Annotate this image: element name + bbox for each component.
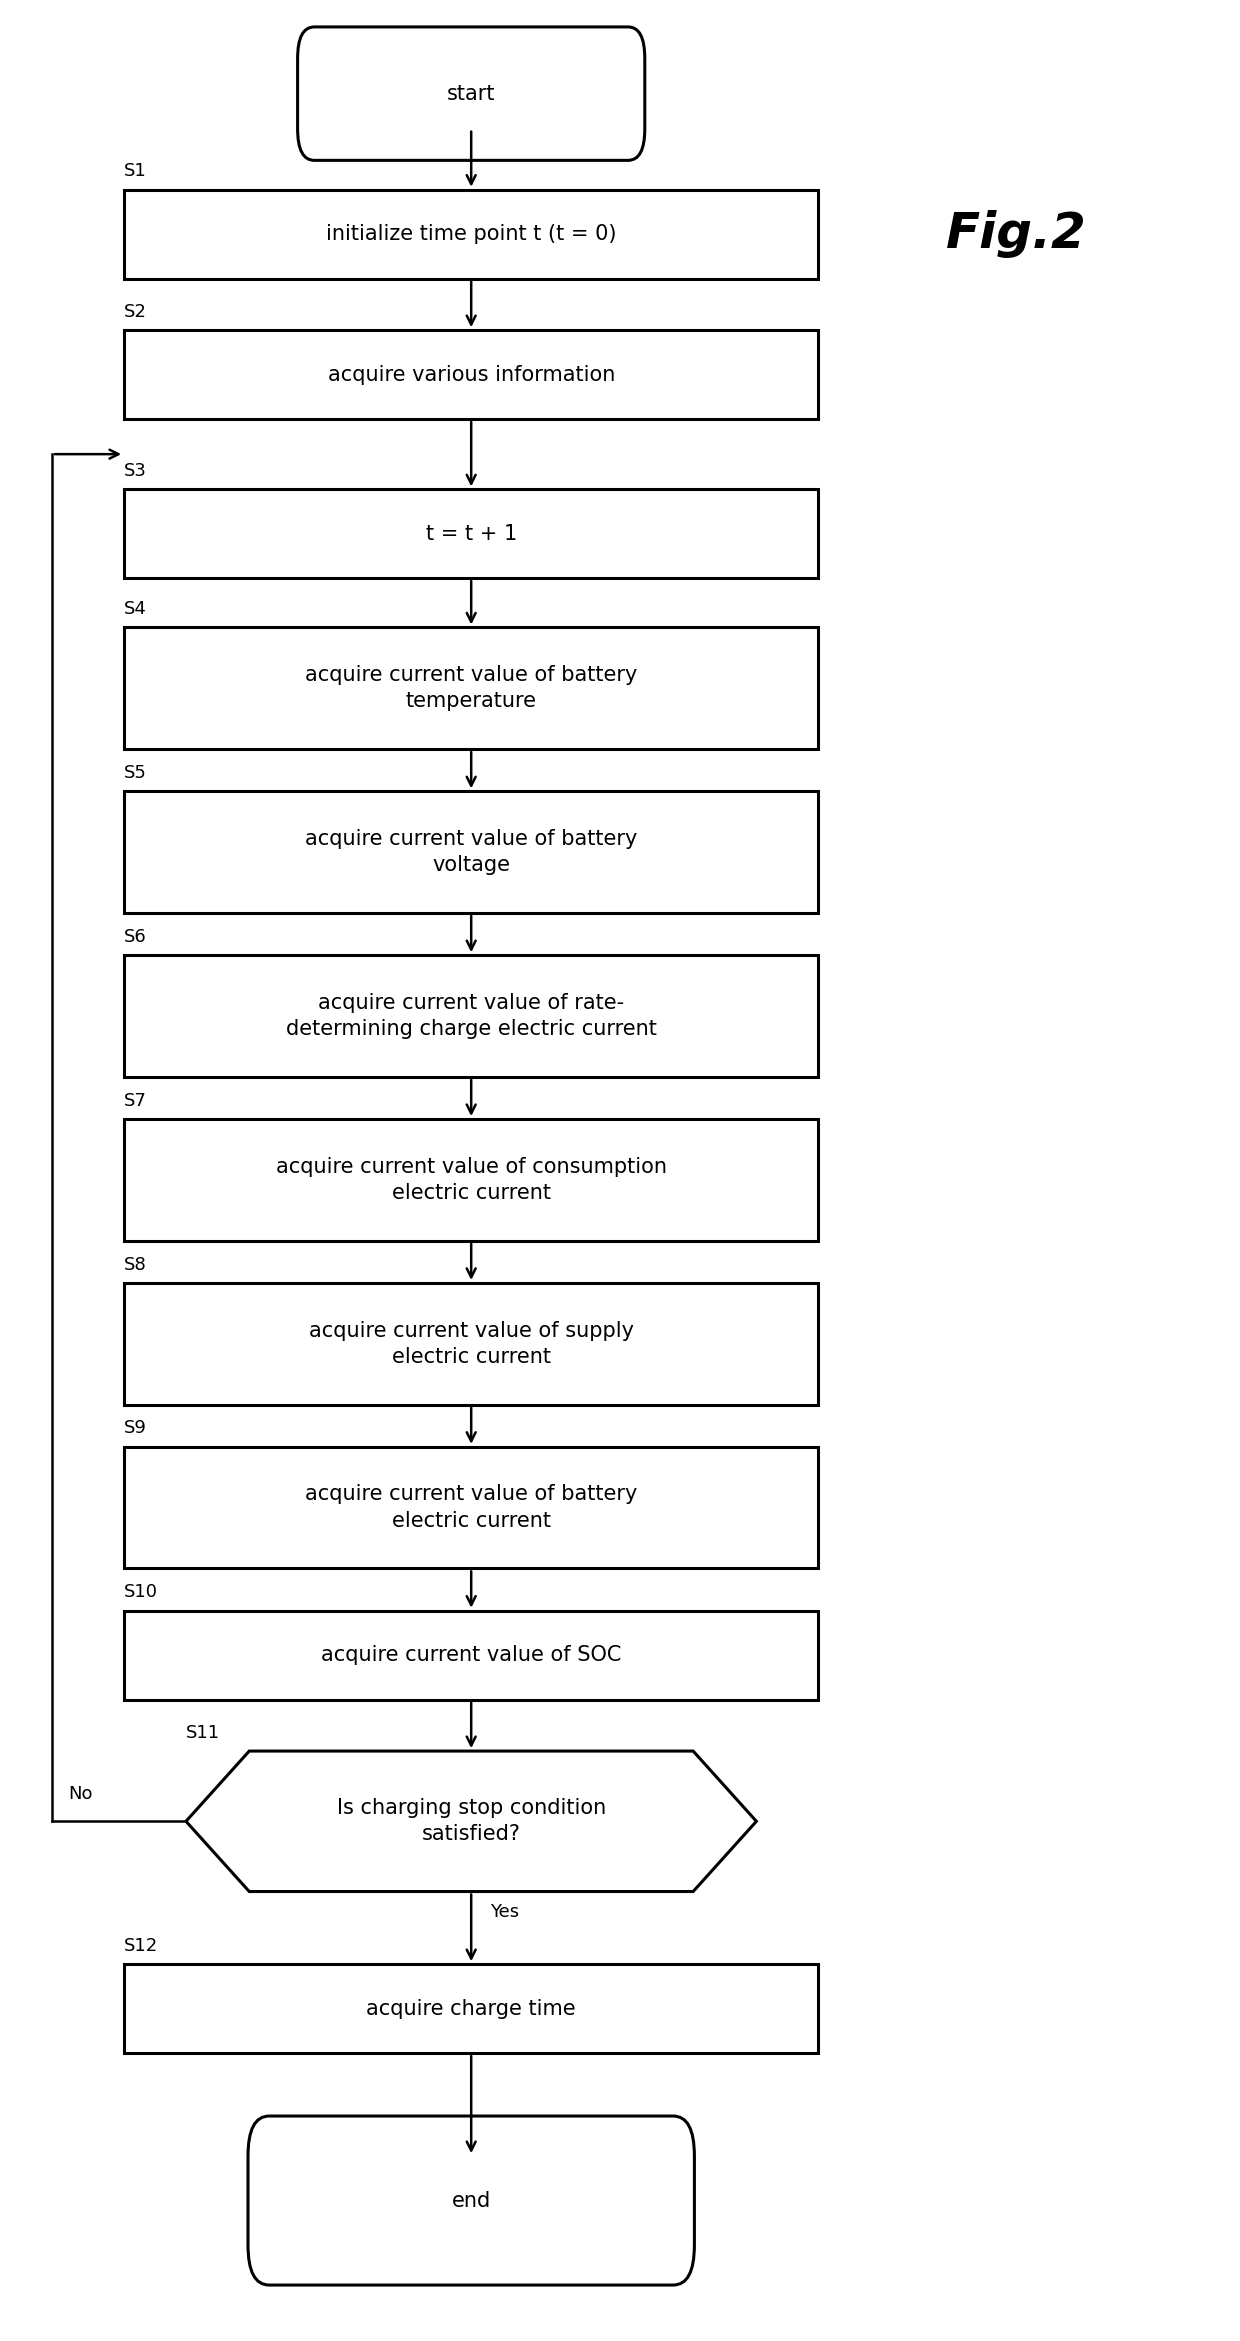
- Text: S6: S6: [124, 927, 146, 946]
- Text: S7: S7: [124, 1091, 146, 1110]
- Bar: [124, 489, 818, 578]
- Bar: [124, 791, 818, 913]
- Bar: [124, 1283, 818, 1405]
- Text: Yes: Yes: [490, 1903, 518, 1922]
- Bar: [124, 1964, 818, 2053]
- Bar: [124, 190, 818, 279]
- Text: acquire current value of SOC: acquire current value of SOC: [321, 1646, 621, 1664]
- Text: initialize time point t (t = 0): initialize time point t (t = 0): [326, 225, 616, 243]
- Text: acquire current value of battery
voltage: acquire current value of battery voltage: [305, 829, 637, 876]
- Text: S2: S2: [124, 302, 146, 321]
- Text: acquire charge time: acquire charge time: [366, 1999, 577, 2018]
- Text: S5: S5: [124, 763, 146, 782]
- Text: S8: S8: [124, 1255, 146, 1274]
- Text: S4: S4: [124, 599, 146, 618]
- Bar: [124, 1611, 818, 1700]
- FancyBboxPatch shape: [248, 2116, 694, 2285]
- Text: start: start: [446, 84, 496, 103]
- Text: S1: S1: [124, 162, 146, 180]
- Polygon shape: [186, 1751, 756, 1892]
- Text: acquire current value of supply
electric current: acquire current value of supply electric…: [309, 1320, 634, 1367]
- Bar: [124, 627, 818, 749]
- Text: acquire current value of battery
electric current: acquire current value of battery electri…: [305, 1484, 637, 1531]
- Text: No: No: [68, 1784, 93, 1803]
- Text: S10: S10: [124, 1583, 157, 1601]
- Text: Is charging stop condition
satisfied?: Is charging stop condition satisfied?: [336, 1798, 606, 1845]
- Text: S12: S12: [124, 1936, 159, 1955]
- Text: S3: S3: [124, 461, 146, 480]
- Bar: [124, 330, 818, 419]
- Bar: [124, 1447, 818, 1568]
- Text: acquire various information: acquire various information: [327, 365, 615, 384]
- Text: acquire current value of battery
temperature: acquire current value of battery tempera…: [305, 665, 637, 712]
- Text: acquire current value of consumption
electric current: acquire current value of consumption ele…: [275, 1156, 667, 1203]
- Text: S9: S9: [124, 1419, 146, 1437]
- Text: Fig.2: Fig.2: [946, 211, 1087, 258]
- Text: end: end: [451, 2191, 491, 2210]
- Text: S11: S11: [186, 1723, 221, 1742]
- Bar: [124, 955, 818, 1077]
- Text: t = t + 1: t = t + 1: [425, 524, 517, 543]
- FancyBboxPatch shape: [298, 28, 645, 159]
- Bar: [124, 1119, 818, 1241]
- Text: acquire current value of rate-
determining charge electric current: acquire current value of rate- determini…: [285, 993, 657, 1039]
